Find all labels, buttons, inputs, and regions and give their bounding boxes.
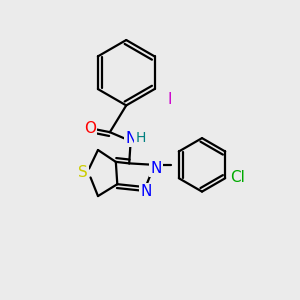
- Text: S: S: [78, 165, 87, 180]
- Text: N: N: [150, 161, 162, 176]
- Text: Cl: Cl: [230, 170, 244, 185]
- Text: Cl: Cl: [230, 170, 244, 185]
- Text: O: O: [84, 121, 96, 136]
- Text: O: O: [84, 121, 96, 136]
- Text: N: N: [126, 130, 137, 146]
- Text: I: I: [167, 92, 172, 107]
- Text: S: S: [78, 165, 87, 180]
- Text: N: N: [150, 161, 162, 176]
- Text: N: N: [126, 130, 137, 146]
- Text: H: H: [135, 131, 146, 145]
- Text: H: H: [135, 131, 146, 145]
- Text: N: N: [140, 184, 152, 200]
- Text: N: N: [140, 184, 152, 200]
- Text: I: I: [167, 92, 172, 107]
